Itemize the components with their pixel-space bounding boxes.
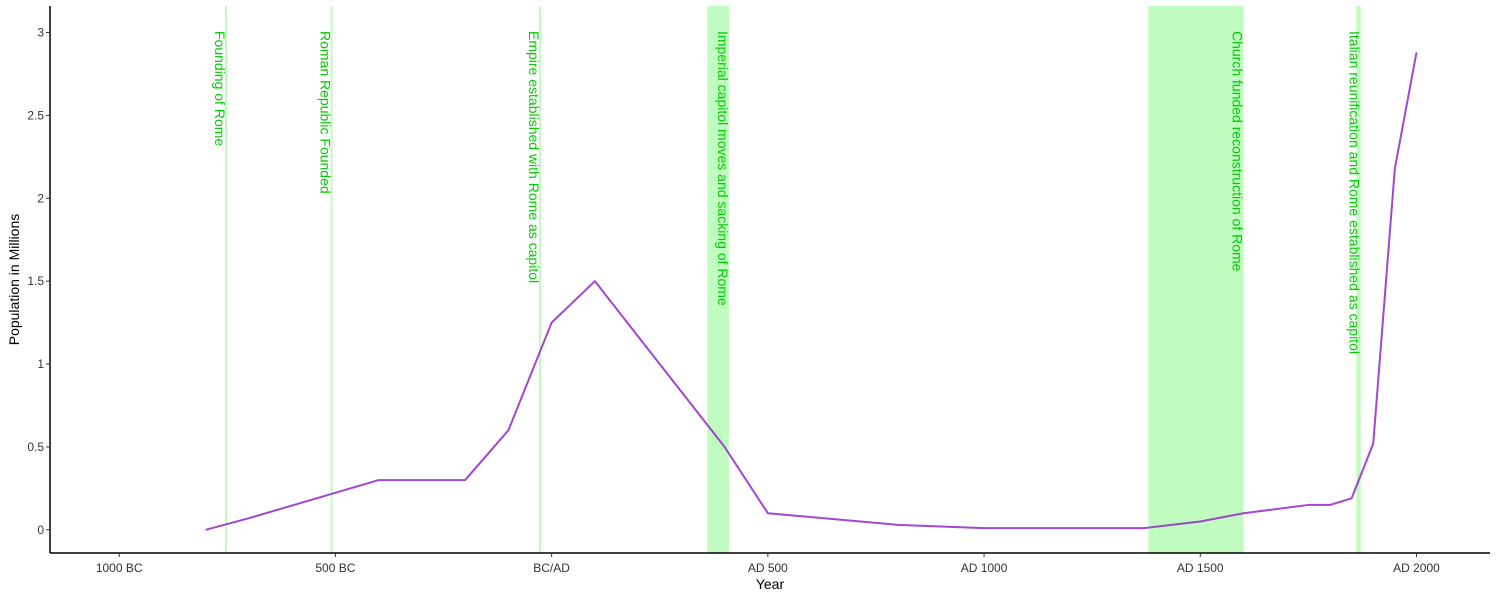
y-tick-label: 2.5 xyxy=(27,108,44,122)
y-tick-label: 0.5 xyxy=(27,440,44,454)
x-axis-title: Year xyxy=(756,576,785,592)
axes: 1000 BC 500 BC BC/AD AD 500 AD 1000 AD 1500 AD… xyxy=(27,6,1490,575)
x-tick-label: 1000 BC xyxy=(96,561,143,575)
event-label: Italian reunification and Rome establish… xyxy=(1347,31,1363,354)
population-line xyxy=(205,52,1418,531)
y-tick-label: 0 xyxy=(37,523,44,537)
x-tick-label: AD 1500 xyxy=(1177,561,1224,575)
event-band xyxy=(538,6,541,553)
y-tick-label: 3 xyxy=(37,26,44,40)
event-label: Roman Republic Founded xyxy=(318,31,334,194)
x-tick-label: 500 BC xyxy=(315,561,355,575)
x-tick-label: BC/AD xyxy=(533,561,570,575)
event-label: Founding of Rome xyxy=(212,31,228,146)
y-tick-label: 1 xyxy=(37,357,44,371)
event-band xyxy=(1148,6,1244,553)
event-band xyxy=(225,6,227,553)
event-band xyxy=(330,6,333,553)
x-tick-label: AD 2000 xyxy=(1393,561,1440,575)
event-labels: Founding of Rome Roman Republic Founded Em… xyxy=(212,31,1363,354)
series-lines xyxy=(205,52,1418,531)
event-bands xyxy=(225,6,1361,553)
event-band xyxy=(707,6,729,553)
event-label: Church funded reconstruction of Rome xyxy=(1230,31,1246,272)
event-label: Empire established with Rome as capitol xyxy=(526,31,542,283)
event-label: Imperial capitol moves and sacking of Ro… xyxy=(715,31,731,306)
y-tick-label: 2 xyxy=(37,191,44,205)
y-axis-title: Population in Millions xyxy=(6,214,22,346)
event-band xyxy=(1356,6,1361,553)
y-tick-label: 1.5 xyxy=(27,274,44,288)
x-tick-label: AD 500 xyxy=(748,561,788,575)
x-tick-label: AD 1000 xyxy=(961,561,1008,575)
